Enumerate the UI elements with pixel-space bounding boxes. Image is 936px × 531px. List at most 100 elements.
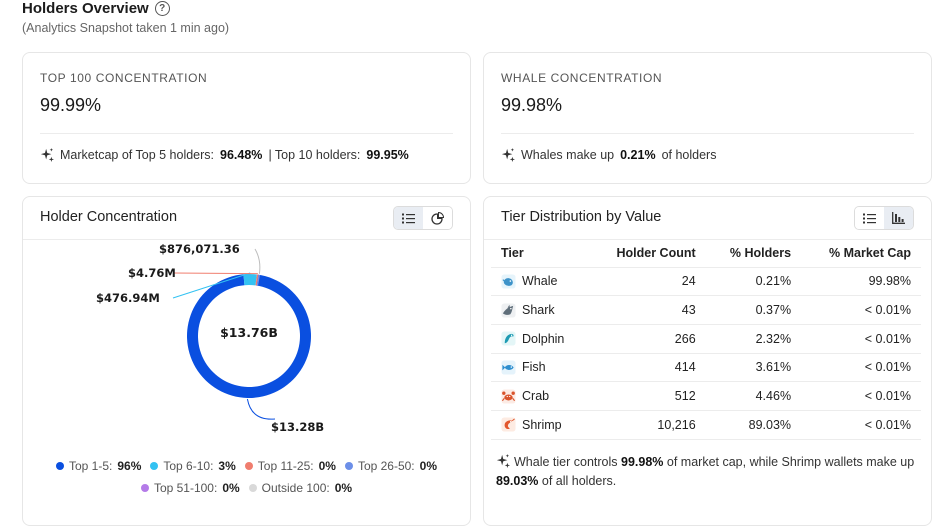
top100-label: TOP 100 CONCENTRATION [40,71,208,85]
holder-concentration-donut: $13.76B $876,071.36 $4.76M $476.94M $13.… [96,242,324,434]
tier-distribution-panel: Tier Distribution by Value Tier Holder C… [483,196,932,526]
legend-label: Outside 100: [261,481,330,495]
legend-item-top-1-5[interactable]: Top 1-5: 96% [55,459,141,473]
donut-slice-top-6-10[interactable] [243,274,257,286]
legend-dot [55,462,64,470]
note-text: of market cap, while Shrimp wallets make… [666,455,915,469]
market-cap-pct: 99.98% [801,267,921,297]
holder-concentration-title: Holder Concentration [40,209,178,225]
divider [40,133,453,134]
sparkle-icon [496,454,510,468]
tier-cell: Crab [501,389,579,404]
legend-item-top-51-100[interactable]: Top 51-100: 0% [140,481,240,495]
holder-count: 266 [589,324,706,354]
table-row: Crab 512 4.46% < 0.01% [491,381,921,411]
crab-icon [501,389,516,404]
callout-line-top-6-10 [172,272,251,299]
holders-pct: 3.61% [705,353,802,383]
callout-label-top-26-50: $876,071.36 [159,242,240,256]
holder-concentration-panel: Holder Concentration $13.76B $876,071.36… [22,196,471,526]
table-row: Whale 24 0.21% 99.98% [491,267,921,297]
note-value: 99.98% [621,455,664,469]
column-header: Holder Count [589,239,706,268]
donut-legend: Top 1-5: 96% Top 6-10: 3% Top 11-25: 0% Top… [23,459,470,473]
legend-dot [244,462,253,470]
note-text: Whale tier controls [514,455,618,469]
holder-count: 414 [589,353,706,383]
callout-label-top-11-25: $4.76M [128,266,176,280]
donut-center-label: $13.76B [220,325,278,340]
legend-value: 0% [222,481,240,495]
table-header-row: Tier Holder Count % Holders % Market Cap [491,239,921,268]
table-row: Dolphin 266 2.32% < 0.01% [491,324,921,354]
whale-note: Whales make up 0.21% of holders [501,148,716,162]
market-cap-pct: < 0.01% [801,324,921,354]
whale-note-suffix: of holders [661,148,717,162]
holder-count: 512 [589,381,706,411]
legend-value: 0% [318,459,336,473]
tier-cell: Shark [501,303,579,318]
snapshot-subtitle: (Analytics Snapshot taken 1 min ago) [22,21,230,35]
help-icon[interactable]: ? [154,0,170,16]
top100-note-sep: | Top 10 holders: [268,148,361,162]
dolphin-icon [501,331,516,346]
holders-pct: 2.32% [705,324,802,354]
legend-item-top-6-10[interactable]: Top 6-10: 3% [150,459,236,473]
legend-label: Top 26-50: [357,459,415,473]
list-view-button[interactable] [855,207,884,229]
donut-slice-top-26-50[interactable] [256,274,260,286]
tier-table: Tier Holder Count % Holders % Market Cap… [491,239,921,440]
top100-note: Marketcap of Top 5 holders: 96.48% | Top… [40,148,409,162]
divider [501,133,914,134]
tier-name: Whale [522,274,558,289]
legend-item-top-26-50[interactable]: Top 26-50: 0% [344,459,437,473]
tier-summary-note: Whale tier controls 99.98% of market cap… [496,453,917,491]
shrimp-icon [501,417,516,432]
view-toggle [393,206,453,230]
market-cap-pct: < 0.01% [801,381,921,411]
legend-label: Top 6-10: [163,459,214,473]
divider [23,239,470,240]
holders-pct: 4.46% [705,381,802,411]
legend-item-outside-100[interactable]: Outside 100: 0% [248,481,352,495]
table-row: Shark 43 0.37% < 0.01% [491,295,921,325]
callout-label-top-1-5: $13.28B [271,420,324,434]
legend-dot [140,484,149,492]
market-cap-pct: < 0.01% [801,353,921,383]
whale-icon [501,274,516,289]
pie-view-button[interactable] [423,207,452,229]
fish-icon [501,360,516,375]
bar-view-button[interactable] [884,207,913,229]
holders-pct: 0.37% [705,295,802,325]
column-header: % Market Cap [801,239,921,268]
sparkle-icon [40,148,54,162]
callout-line-top-11-25 [172,272,258,275]
list-icon [402,213,415,223]
callout-line-top-26-50 [254,248,261,274]
top100-note-prefix: Marketcap of Top 5 holders: [60,148,215,162]
tier-name: Dolphin [522,331,565,346]
callout-label-top-6-10: $476.94M [96,291,160,305]
legend-dot [344,462,353,470]
bar-chart-icon [892,212,905,224]
tier-name: Crab [522,389,550,404]
market-cap-pct: < 0.01% [801,295,921,325]
legend-item-top-11-25[interactable]: Top 11-25: 0% [244,459,336,473]
legend-value: 3% [218,459,236,473]
column-header: % Holders [705,239,802,268]
holder-count: 24 [589,267,706,297]
tier-cell: Dolphin [501,331,579,346]
top100-value: 99.99% [40,95,102,115]
whale-pct: 0.21% [620,148,656,162]
whale-label: WHALE CONCENTRATION [501,71,663,85]
list-icon [863,213,876,223]
view-toggle [854,206,914,230]
page-title: Holders Overview [22,0,149,17]
tier-name: Shark [522,303,555,318]
page-header: Holders Overview ? (Analytics Snapshot t… [22,0,229,35]
donut-slice-top-11-25[interactable] [255,274,259,286]
list-view-button[interactable] [394,207,423,229]
whale-value: 99.98% [501,95,563,115]
table-row: Fish 414 3.61% < 0.01% [491,353,921,383]
legend-label: Top 11-25: [257,459,314,473]
